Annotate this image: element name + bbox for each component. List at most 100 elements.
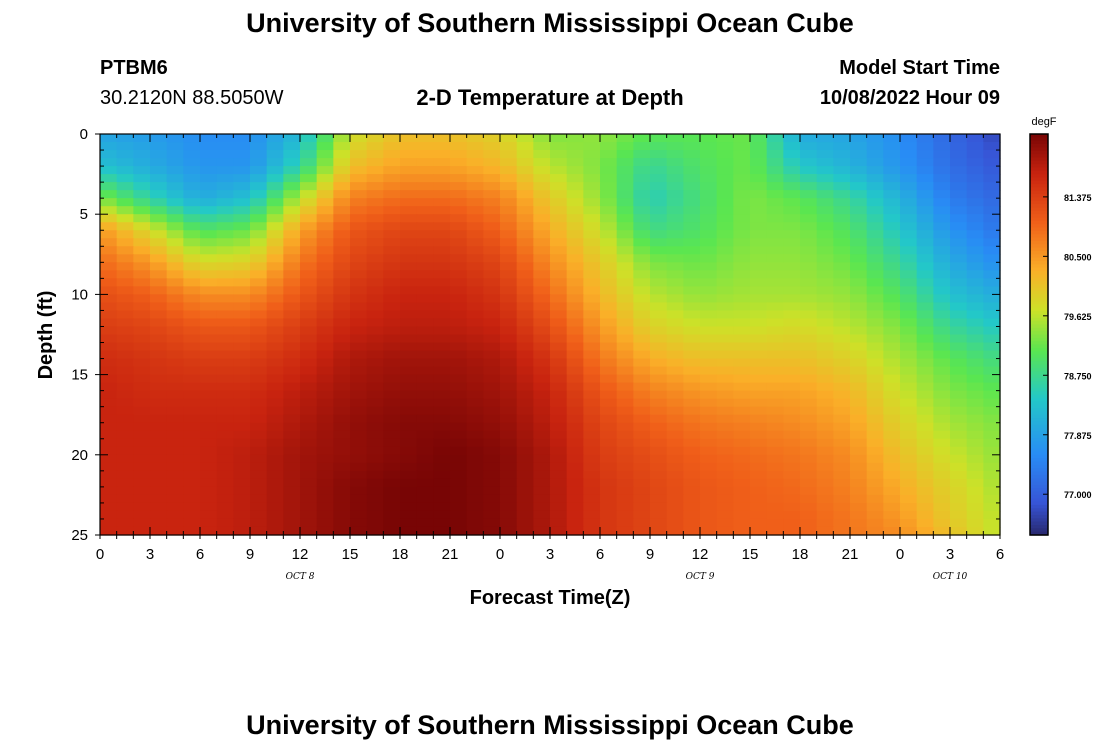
heatmap-cell <box>600 326 618 336</box>
heatmap-cell <box>833 390 851 400</box>
heatmap-cell <box>800 494 818 504</box>
heatmap-cell <box>433 302 451 312</box>
heatmap-cell <box>483 430 501 440</box>
heatmap-cell <box>733 182 751 191</box>
heatmap-cell <box>983 374 1001 384</box>
heatmap-cell <box>550 462 568 472</box>
heatmap-cell <box>683 470 701 480</box>
heatmap-cell <box>116 198 134 207</box>
heatmap-cell <box>716 238 734 247</box>
heatmap-cell <box>483 398 501 408</box>
heatmap-cell <box>216 350 234 360</box>
heatmap-cell <box>733 414 751 424</box>
heatmap-cell <box>966 390 984 400</box>
heatmap-cell <box>283 422 301 432</box>
heatmap-cell <box>583 518 601 528</box>
heatmap-cell <box>450 446 468 456</box>
heatmap-cell <box>133 134 151 143</box>
heatmap-cell <box>216 334 234 344</box>
heatmap-cell <box>483 198 501 207</box>
heatmap-cell <box>733 270 751 279</box>
heatmap-cell <box>866 182 884 191</box>
heatmap-cell <box>633 278 651 287</box>
heatmap-cell <box>750 430 768 440</box>
heatmap-cell <box>966 350 984 360</box>
heatmap-cell <box>433 174 451 183</box>
colorbar-segment <box>1030 364 1048 369</box>
heatmap-cell <box>633 398 651 408</box>
heatmap-cell <box>750 374 768 384</box>
heatmap-cell <box>400 230 418 239</box>
heatmap-cell <box>500 390 518 400</box>
heatmap-cell <box>966 342 984 352</box>
heatmap-cell <box>433 190 451 199</box>
heatmap-cell <box>800 422 818 432</box>
heatmap-cell <box>183 278 201 287</box>
heatmap-cell <box>516 454 534 464</box>
heatmap-cell <box>616 374 634 384</box>
heatmap-cell <box>666 366 684 376</box>
heatmap-cell <box>283 142 301 151</box>
heatmap-cell <box>350 374 368 384</box>
colorbar-segment <box>1030 267 1048 272</box>
heatmap-cell <box>383 454 401 464</box>
colorbar-segment <box>1030 210 1048 215</box>
heatmap-cell <box>450 206 468 215</box>
heatmap-cell <box>933 150 951 159</box>
heatmap-cell <box>183 214 201 223</box>
heatmap-cell <box>333 446 351 456</box>
heatmap-cell <box>333 478 351 488</box>
heatmap-cell <box>766 302 784 312</box>
heatmap-cell <box>516 270 534 279</box>
heatmap-cell <box>816 158 834 167</box>
heatmap-cell <box>383 134 401 143</box>
heatmap-cell <box>233 318 251 328</box>
heatmap-cell <box>166 366 184 376</box>
heatmap-cell <box>300 406 318 416</box>
heatmap-cell <box>500 270 518 279</box>
heatmap-cell <box>966 422 984 432</box>
heatmap-cell <box>950 334 968 344</box>
heatmap-cell <box>600 358 618 368</box>
heatmap-cell <box>866 222 884 231</box>
x-tick-label: 9 <box>246 546 254 563</box>
colorbar-segment <box>1030 394 1048 399</box>
heatmap-cell <box>500 278 518 287</box>
heatmap-cell <box>183 422 201 432</box>
heatmap-cell <box>483 174 501 183</box>
heatmap-cell <box>283 470 301 480</box>
heatmap-cell <box>733 486 751 496</box>
heatmap-cell <box>550 238 568 247</box>
heatmap-cell <box>766 366 784 376</box>
heatmap-cell <box>483 470 501 480</box>
heatmap-cell <box>333 310 351 320</box>
heatmap-cell <box>283 350 301 360</box>
heatmap-cell <box>616 430 634 440</box>
heatmap-cell <box>133 358 151 368</box>
heatmap-cell <box>850 150 868 159</box>
heatmap-cell <box>400 158 418 167</box>
heatmap-cell <box>900 398 918 408</box>
heatmap-cell <box>900 350 918 360</box>
colorbar-segment <box>1030 154 1048 158</box>
heatmap-cell <box>616 206 634 215</box>
heatmap-cell <box>483 462 501 472</box>
heatmap-cell <box>750 294 768 304</box>
heatmap-cell <box>200 334 218 344</box>
heatmap-cell <box>450 502 468 512</box>
heatmap-cell <box>483 238 501 247</box>
heatmap-cell <box>533 406 551 416</box>
heatmap-cell <box>183 342 201 352</box>
heatmap-cell <box>166 326 184 336</box>
heatmap-cell <box>316 454 334 464</box>
heatmap-cell <box>600 254 618 263</box>
heatmap-cell <box>766 454 784 464</box>
heatmap-cell <box>216 246 234 255</box>
heatmap-cell <box>516 502 534 512</box>
heatmap-cell <box>666 142 684 151</box>
heatmap-cell <box>783 422 801 432</box>
heatmap-cell <box>366 342 384 352</box>
heatmap-cell <box>900 150 918 159</box>
heatmap-cell <box>533 486 551 496</box>
heatmap-cell <box>666 326 684 336</box>
